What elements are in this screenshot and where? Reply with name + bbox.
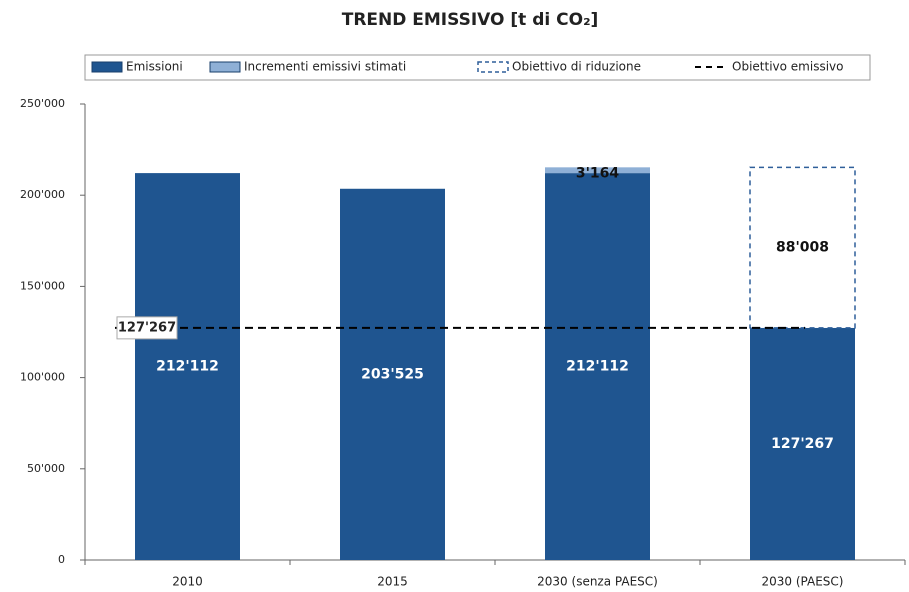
y-tick-label: 250'000 xyxy=(20,97,65,110)
legend-swatch xyxy=(91,61,123,73)
x-tick-label: 2030 (senza PAESC) xyxy=(537,575,658,589)
y-tick-label: 0 xyxy=(58,553,65,566)
value-label: 212'112 xyxy=(566,359,629,375)
x-tick-label: 2010 xyxy=(172,575,203,589)
threshold-label-box xyxy=(116,316,178,340)
y-tick-label: 200'000 xyxy=(20,188,65,201)
legend-label: Obiettivo di riduzione xyxy=(512,60,641,74)
threshold-label: 127'267 xyxy=(118,320,176,335)
x-tick-label: 2030 (PAESC) xyxy=(762,575,844,589)
value-label: 3'164 xyxy=(576,165,620,181)
value-label: 127'267 xyxy=(771,436,834,452)
y-tick-label: 100'000 xyxy=(20,371,65,384)
value-label: 212'112 xyxy=(156,359,219,375)
value-label: 203'525 xyxy=(361,366,424,382)
value-label: 88'008 xyxy=(776,240,829,256)
bar-segment xyxy=(340,188,445,561)
y-tick-label: 50'000 xyxy=(27,462,65,475)
bar-segment xyxy=(135,173,240,560)
legend-swatch xyxy=(477,61,509,73)
legend-label: Obiettivo emissivo xyxy=(732,60,843,74)
bar-segment xyxy=(545,167,650,174)
bar-segment xyxy=(749,166,856,329)
bar-segment xyxy=(545,173,650,560)
legend-label: Emissioni xyxy=(126,60,183,74)
legend-swatch xyxy=(209,61,241,73)
x-tick-label: 2015 xyxy=(377,575,408,589)
bar-segment xyxy=(750,327,855,560)
chart-title: TREND EMISSIVO [t di CO₂] xyxy=(342,10,599,30)
legend-label: Incrementi emissivi stimati xyxy=(244,60,406,74)
y-tick-label: 150'000 xyxy=(20,279,65,292)
